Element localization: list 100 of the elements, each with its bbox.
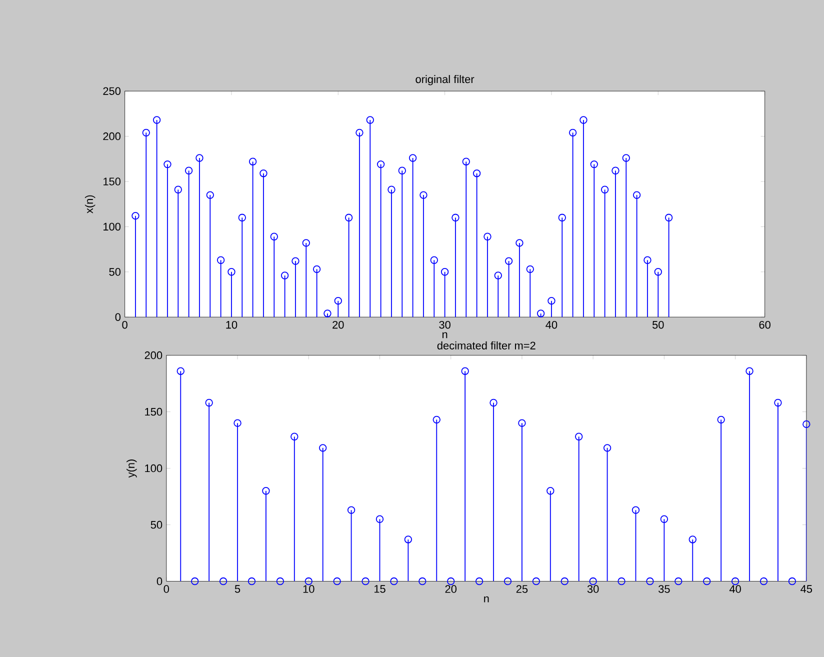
point <box>376 160 385 168</box>
point <box>356 128 364 137</box>
point <box>390 577 398 586</box>
point <box>802 420 810 428</box>
point <box>516 239 524 247</box>
y-tick-label: 0 <box>156 577 162 586</box>
point <box>418 577 426 586</box>
point <box>292 257 300 265</box>
point <box>548 296 556 305</box>
point <box>461 367 469 375</box>
point <box>174 186 182 194</box>
point <box>420 191 428 199</box>
point <box>302 239 310 247</box>
point <box>568 128 577 137</box>
point <box>532 577 540 586</box>
point <box>717 416 725 424</box>
point <box>142 128 150 137</box>
point <box>575 432 583 440</box>
y-axis-title: x(n) <box>84 195 96 214</box>
point <box>132 212 140 220</box>
point <box>260 170 268 178</box>
point <box>731 577 740 586</box>
point <box>560 577 568 586</box>
point <box>164 160 172 168</box>
point <box>280 272 289 280</box>
x-axis-title: n <box>484 596 489 602</box>
point <box>472 170 481 178</box>
point <box>319 444 327 452</box>
x-tick-label: 30 <box>439 320 450 329</box>
x-tick-label: 20 <box>332 320 344 329</box>
point <box>196 154 204 162</box>
y-tick-label: 200 <box>144 351 162 360</box>
y-tick-label: 50 <box>109 268 121 276</box>
y-tick-label: 150 <box>145 408 162 416</box>
point <box>184 166 193 174</box>
point <box>219 577 228 586</box>
point <box>362 577 370 586</box>
x-tick-label: 10 <box>226 320 238 329</box>
point <box>376 515 384 523</box>
x-tick-label: 40 <box>546 320 558 329</box>
chart-title: original filter <box>416 75 474 86</box>
x-tick-label: 15 <box>374 585 386 593</box>
point <box>290 432 298 440</box>
x-tick-label: 5 <box>234 585 240 593</box>
point <box>589 577 597 586</box>
point <box>205 398 213 407</box>
point <box>612 166 620 174</box>
y-tick-label: 200 <box>103 132 121 140</box>
point <box>504 577 512 586</box>
point <box>600 186 609 194</box>
point <box>760 577 768 586</box>
y-tick-label: 250 <box>103 87 121 95</box>
y-tick-label: 50 <box>150 520 162 529</box>
point <box>788 577 796 586</box>
x-tick-label: 60 <box>759 320 770 329</box>
point <box>546 487 554 495</box>
point <box>228 268 236 276</box>
y-tick-label: 0 <box>115 313 121 321</box>
point <box>590 160 598 168</box>
point <box>580 116 588 124</box>
point <box>622 154 630 162</box>
point <box>333 577 341 586</box>
point <box>152 116 161 124</box>
point <box>646 577 654 586</box>
point <box>536 310 545 318</box>
point <box>618 577 626 586</box>
point <box>526 265 534 274</box>
point <box>238 214 246 222</box>
y-tick-label: 100 <box>104 222 121 231</box>
point <box>452 214 460 222</box>
point <box>176 367 184 375</box>
point <box>334 296 342 305</box>
point <box>430 256 438 264</box>
x-tick-label: 0 <box>122 320 128 329</box>
y-tick-label: 150 <box>104 178 121 186</box>
point <box>644 256 652 264</box>
point <box>518 419 526 427</box>
x-axis-title: n <box>442 332 448 338</box>
point <box>654 268 662 276</box>
point <box>462 158 470 166</box>
point <box>191 577 199 586</box>
point <box>440 268 449 276</box>
point <box>276 577 284 586</box>
x-tick-label: 30 <box>587 585 599 593</box>
point <box>304 577 312 586</box>
x-tick-label: 25 <box>516 585 528 593</box>
x-tick-label: 20 <box>445 585 457 593</box>
point <box>494 272 502 280</box>
point <box>206 191 214 199</box>
chart-title: decimated filter m=2 <box>437 341 536 350</box>
point <box>324 310 332 318</box>
point <box>504 257 513 265</box>
x-tick-label: 0 <box>164 585 170 593</box>
point <box>216 256 225 264</box>
point <box>632 506 640 514</box>
x-tick-label: 45 <box>800 585 812 593</box>
point <box>746 367 754 375</box>
point <box>344 214 353 222</box>
x-tick-label: 40 <box>729 585 741 593</box>
point <box>558 214 566 222</box>
